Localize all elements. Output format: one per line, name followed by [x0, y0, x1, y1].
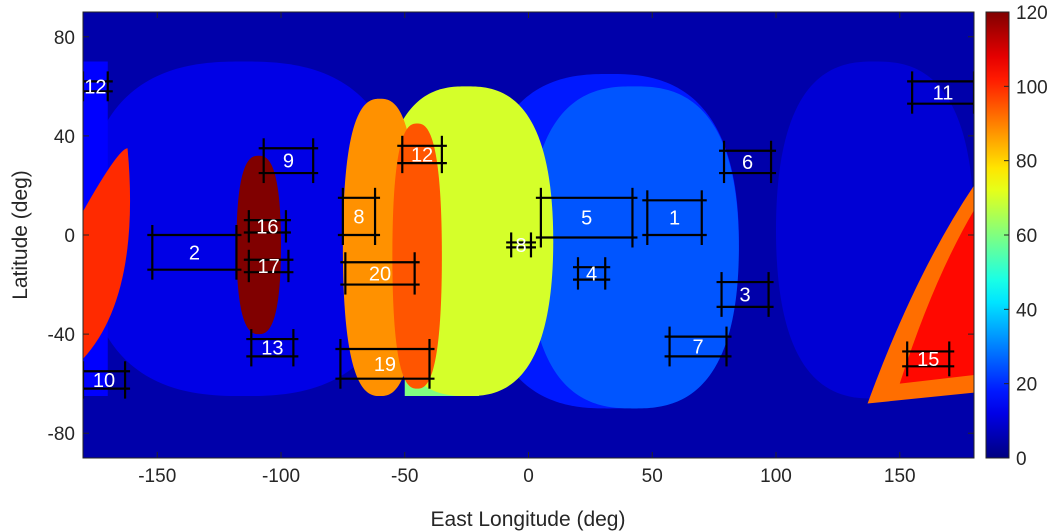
- region-12: 12: [397, 135, 447, 174]
- region-11: 11: [907, 71, 974, 114]
- colorbar-tick-label: 60: [1016, 226, 1037, 247]
- coverage-patch-9: [392, 123, 442, 389]
- colorbar-tick-label: 20: [1016, 375, 1037, 396]
- colorbar-tick-label: 0: [1016, 449, 1027, 470]
- region-8: 8: [506, 232, 536, 258]
- region-label: 1: [669, 208, 680, 230]
- x-tick-label: -100: [262, 466, 300, 487]
- region-14: 13: [246, 329, 299, 367]
- y-tick-label: 40: [54, 127, 75, 148]
- colorbar-ticks: 0 20 40 60 80 100 120: [1004, 3, 1048, 470]
- region-label: 20: [369, 263, 391, 285]
- region-18: 19: [335, 338, 435, 389]
- region-label: 11: [933, 83, 954, 105]
- region-label: 3: [740, 284, 751, 306]
- region-label: 6: [742, 152, 753, 174]
- plot-axes: -150 -100 -50 0 50 100 150 80 40 0 -40 -80: [48, 11, 975, 487]
- y-tick-label: -80: [48, 424, 75, 445]
- region-label: 8: [516, 235, 527, 257]
- colorbar-tick-label: 80: [1016, 152, 1037, 173]
- region-6: 6: [719, 140, 777, 184]
- y-tick-label: 0: [64, 226, 75, 247]
- y-axis-label: Latitude (deg): [9, 170, 32, 300]
- region-label: 17: [258, 256, 280, 278]
- region-5: 5: [535, 187, 638, 248]
- region-3: 3: [716, 272, 774, 317]
- colorbar-tick-label: 40: [1016, 300, 1037, 321]
- coverage-patch-10: [83, 148, 131, 359]
- region-16: 16: [243, 210, 291, 243]
- y-tick-label: -40: [48, 325, 75, 346]
- region-label: 12: [411, 144, 433, 166]
- region-19: 20: [340, 252, 420, 295]
- region-label: 13: [261, 338, 283, 360]
- region-label: 5: [581, 208, 592, 230]
- region-4: 4: [573, 257, 611, 290]
- region-9: 9: [258, 138, 319, 184]
- region-20: 8: [337, 187, 381, 245]
- y-tick-label: 80: [54, 28, 75, 49]
- region-label: 4: [586, 263, 597, 285]
- colorbar-tick-label: 120: [1016, 3, 1048, 24]
- x-tick-label: 150: [884, 466, 916, 487]
- region-label: 12: [84, 76, 106, 98]
- region-label: 10: [93, 370, 115, 392]
- coverage-patch-5: [528, 86, 739, 409]
- region-13: 12: [83, 71, 113, 102]
- region-label: 8: [353, 206, 364, 228]
- x-tick-label: -50: [391, 466, 418, 487]
- region-2: 2: [147, 225, 242, 280]
- coverage-patch-13: [236, 155, 281, 335]
- colorbar-tick-label: 100: [1016, 77, 1048, 98]
- x-axis-label: East Longitude (deg): [431, 508, 626, 531]
- x-tick-label: -150: [138, 466, 176, 487]
- region-1: 1: [642, 190, 707, 245]
- x-tick-label: 100: [760, 466, 792, 487]
- region-label: 15: [917, 349, 939, 371]
- region-label: 16: [256, 216, 278, 238]
- region-label: 9: [283, 151, 294, 173]
- region-label: 7: [692, 337, 703, 359]
- coverage-patch-12: [899, 210, 974, 384]
- region-label: 19: [374, 354, 396, 376]
- region-10: 10: [83, 361, 131, 399]
- region-15: 15: [902, 341, 955, 377]
- region-label: 2: [189, 242, 200, 264]
- region-17: 17: [243, 249, 294, 283]
- x-tick-label: 0: [523, 466, 534, 487]
- region-7: 7: [664, 326, 732, 367]
- x-tick-label: 50: [642, 466, 663, 487]
- colorbar: 0 20 40 60 80 100 120: [985, 3, 1048, 470]
